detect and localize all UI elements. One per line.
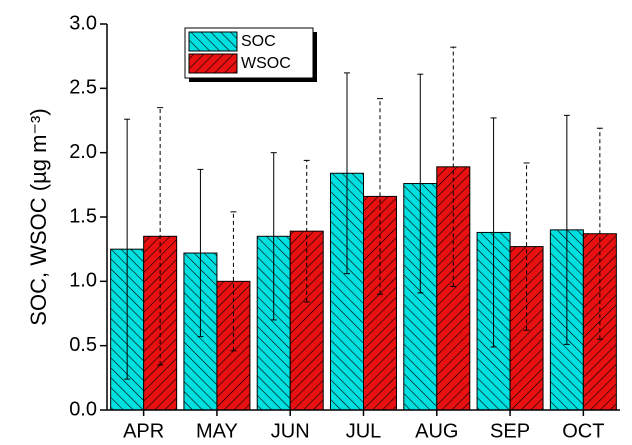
y-tick-label: 0.0 [69,398,97,420]
x-tick-label: AUG [415,420,458,442]
y-tick-label: 1.5 [69,205,97,227]
y-tick-label: 0.5 [69,334,97,356]
x-tick-label: MAY [196,420,238,442]
x-tick-label: SEP [490,420,530,442]
x-tick-label: APR [123,420,164,442]
legend-label: WSOC [241,55,291,72]
y-tick-label: 3.0 [69,12,97,34]
bar [436,166,471,411]
x-tick-label: JUL [346,420,382,442]
legend-swatch [188,31,238,52]
y-tick-label: 2.5 [69,77,97,99]
bar [363,195,397,411]
bar [143,235,178,411]
legend-label: SOC [241,33,276,50]
y-tick-label: 2.0 [69,141,97,163]
x-tick-label: JUN [271,420,310,442]
y-axis-label: SOC, WSOC (µg m⁻³) [26,108,51,325]
x-tick-label: OCT [562,420,604,442]
legend-swatch [188,53,238,74]
y-tick-label: 1.0 [69,270,97,292]
